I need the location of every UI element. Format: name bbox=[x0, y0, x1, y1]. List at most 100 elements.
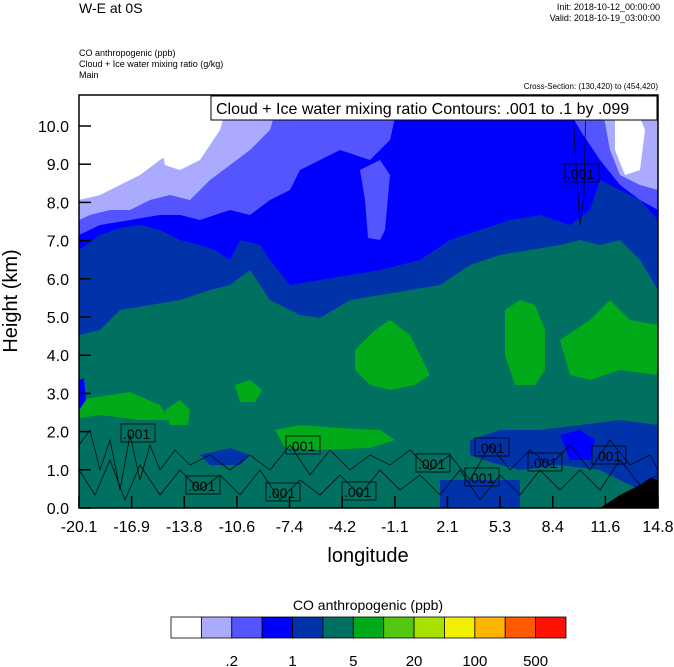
cloud-contour-line bbox=[79, 429, 658, 491]
y-tick-label: 5.0 bbox=[47, 310, 69, 327]
valid-time: Valid: 2018-10-19_03:00:00 bbox=[549, 13, 660, 23]
fill-0.2ppb bbox=[360, 160, 390, 240]
contour-label-box bbox=[527, 452, 563, 472]
cross-section-label: Cross-Section: (130,420) to (454,420) bbox=[523, 82, 658, 91]
cloud-contour-line bbox=[79, 459, 658, 501]
contour-label: .001 bbox=[123, 426, 150, 442]
field-label: CO anthropogenic (ppb) bbox=[79, 48, 176, 58]
y-axis-label: Height (km) bbox=[0, 249, 22, 352]
colorbar-swatch bbox=[535, 616, 567, 639]
contour-label-box bbox=[185, 475, 221, 495]
cloud-contour-line bbox=[571, 95, 587, 226]
x-axis: -20.1 -16.9 -13.8 -10.6 -7.4 -4.2 -1.1 2.1 5.3 8.… bbox=[61, 496, 674, 536]
colorbar-label: .2 bbox=[226, 653, 239, 667]
colorbar-swatch bbox=[383, 616, 415, 639]
y-tick-label: 9.0 bbox=[47, 157, 69, 174]
contour-label: .001 bbox=[594, 448, 621, 464]
colorbar-swatch bbox=[261, 616, 293, 639]
colorbar-swatch bbox=[200, 616, 233, 639]
contour-label: .001 bbox=[418, 456, 445, 472]
fill-10ppb bbox=[560, 300, 658, 380]
contour-label: .001 bbox=[567, 166, 594, 182]
fill-0ppb bbox=[615, 105, 645, 175]
y-tick-label: 7.0 bbox=[47, 234, 69, 251]
plot-title: W-E at 0S bbox=[79, 0, 143, 16]
field-label: Main bbox=[79, 70, 99, 80]
contour-label-box bbox=[415, 453, 451, 473]
plot-frame bbox=[78, 94, 659, 509]
contour-label: .001 bbox=[288, 438, 315, 454]
fill-10ppb bbox=[275, 425, 395, 450]
x-tick-label: -1.1 bbox=[381, 519, 409, 536]
colorbar-label: 500 bbox=[523, 653, 548, 667]
filled-contours bbox=[79, 95, 658, 508]
fill-10ppb bbox=[79, 392, 170, 420]
colorbar-swatch bbox=[474, 616, 506, 639]
contour-label-box bbox=[564, 163, 600, 183]
colorbar: .2 1 5 20 100 500 bbox=[170, 616, 567, 667]
contour-label-box bbox=[591, 445, 627, 465]
fill-1ppb bbox=[470, 420, 658, 490]
colorbar-swatch bbox=[444, 616, 476, 639]
colorbar-swatch bbox=[231, 616, 263, 639]
y-tick-label: 10.0 bbox=[38, 119, 69, 136]
x-tick-label: 14.8 bbox=[642, 519, 673, 536]
fill-10ppb bbox=[165, 400, 190, 425]
x-tick-label: 2.1 bbox=[436, 519, 458, 536]
x-tick-label: 5.3 bbox=[489, 519, 511, 536]
y-axis: 0.0 1.0 2.0 3.0 4.0 5.0 6.0 7.0 8.0 9.0 10.0 bbox=[38, 119, 91, 518]
y-tick-label: 8.0 bbox=[47, 195, 69, 212]
fill-1ppb bbox=[200, 448, 250, 465]
contour-label: .001 bbox=[530, 455, 557, 471]
x-tick-label: -10.6 bbox=[219, 519, 256, 536]
contour-label-box bbox=[120, 423, 156, 443]
contour-label-box bbox=[285, 435, 321, 455]
x-axis-label: longitude bbox=[327, 545, 408, 567]
contour-labels: .001 .001 .001 .001 .001 .001 .001 .001 .001 .001… bbox=[120, 163, 627, 502]
y-tick-label: 2.0 bbox=[47, 425, 69, 442]
colorbar-swatch bbox=[413, 616, 445, 639]
contour-label: .001 bbox=[467, 470, 494, 486]
colorbar-label: 100 bbox=[462, 653, 487, 667]
y-tick-label: 4.0 bbox=[47, 348, 69, 365]
fill-0ppb bbox=[140, 95, 230, 170]
x-tick-label: -20.1 bbox=[61, 519, 98, 536]
colorbar-label: 5 bbox=[349, 653, 357, 667]
x-tick-label: 8.4 bbox=[542, 519, 564, 536]
fill-10ppb bbox=[235, 380, 262, 402]
contour-label: .001 bbox=[344, 484, 371, 500]
y-tick-label: 1.0 bbox=[47, 463, 69, 480]
contour-label-box bbox=[464, 467, 500, 487]
colorbar-title: CO anthropogenic (ppb) bbox=[293, 597, 443, 613]
fill-0.5ppb bbox=[560, 430, 595, 460]
colorbar-swatch bbox=[292, 616, 324, 639]
colorbar-swatch bbox=[170, 616, 202, 639]
contour-label: .001 bbox=[268, 485, 295, 501]
terrain bbox=[600, 478, 658, 508]
y-tick-label: 0.0 bbox=[47, 501, 69, 518]
field-label: Cloud + Ice water mixing ratio (g/kg) bbox=[79, 59, 224, 69]
colorbar-label: 20 bbox=[406, 653, 423, 667]
colorbar-swatch bbox=[322, 616, 354, 639]
y-tick-label: 6.0 bbox=[47, 272, 69, 289]
y-tick-label: 3.0 bbox=[47, 386, 69, 403]
x-tick-label: -16.9 bbox=[113, 519, 150, 536]
contour-label: .001 bbox=[188, 478, 215, 494]
fill-10ppb bbox=[505, 300, 545, 385]
x-tick-label: -7.4 bbox=[276, 519, 304, 536]
contour-info-box bbox=[210, 95, 658, 121]
x-tick-label: -13.8 bbox=[166, 519, 203, 536]
contour-info: Cloud + Ice water mixing ratio Contours:… bbox=[216, 101, 629, 118]
x-tick-label: 11.6 bbox=[590, 519, 620, 536]
contour-label: .001 bbox=[477, 440, 504, 456]
colorbar-label: 1 bbox=[288, 653, 296, 667]
contour-label-box bbox=[265, 482, 301, 502]
colorbar-swatch bbox=[504, 616, 537, 639]
fill-10ppb bbox=[355, 320, 430, 390]
colorbar-swatch bbox=[352, 616, 385, 639]
contour-label-box bbox=[341, 481, 377, 501]
contour-label-box bbox=[474, 437, 510, 457]
x-tick-label: -4.2 bbox=[328, 519, 356, 536]
init-time: Init: 2018-10-12_00:00:00 bbox=[556, 2, 660, 12]
